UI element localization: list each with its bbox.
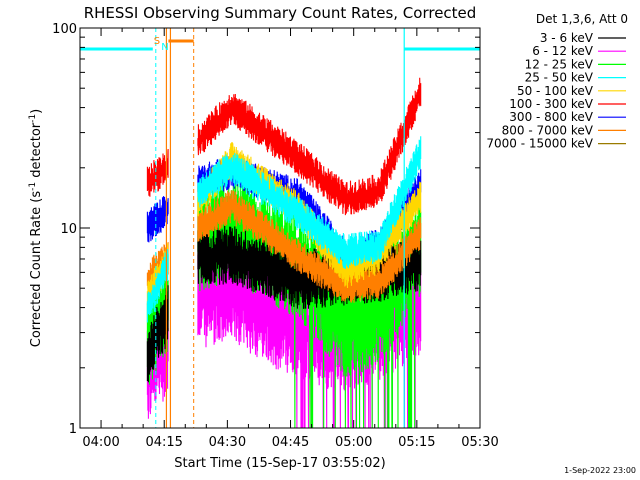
- legend-label-1: 3 - 6 keV: [540, 31, 594, 45]
- plot-area: SN: [80, 28, 481, 429]
- x-tick-label-3: 04:30: [209, 435, 246, 450]
- legend-label-6: 100 - 300 keV: [509, 97, 593, 111]
- y-axis-label-mid: detector: [29, 122, 44, 182]
- x-tick-label-5: 05:00: [335, 435, 372, 450]
- series-7-trace-1: [146, 196, 169, 243]
- legend-label-7: 300 - 800 keV: [509, 110, 593, 124]
- series-8-trace-2: [197, 190, 422, 303]
- legend-label-8: 800 - 7000 keV: [502, 123, 594, 137]
- y-axis-label-exp1: -1: [28, 182, 38, 191]
- legend-label-3: 12 - 25 keV: [525, 57, 594, 71]
- axes: 04:00 04:15 04:30 04:45 05:00 05:15 05:30 1 10 10…: [52, 22, 499, 450]
- y-axis-label-exp2: -1: [28, 114, 38, 123]
- y-tick-label-3: 100: [52, 22, 77, 37]
- legend-label-4: 25 - 50 keV: [525, 71, 594, 85]
- series-6-trace-2: [197, 77, 422, 216]
- saa-flag-label: S: [154, 36, 160, 47]
- x-tick-label-6: 05:15: [398, 435, 435, 450]
- series-4-trace-1: [146, 249, 169, 323]
- y-tick-label-2: 10: [60, 222, 77, 237]
- footer-date: 1-Sep-2022 23:00: [564, 466, 636, 475]
- legend-title: Det 1,3,6, Att 0: [536, 12, 628, 26]
- y-axis-label-main: Corrected Count Rate (s: [29, 191, 44, 348]
- legend-label-5: 50 - 100 keV: [517, 84, 594, 98]
- legend-label-2: 6 - 12 keV: [532, 44, 594, 58]
- series-1-trace-1: [146, 285, 169, 383]
- series-6-trace-1: [146, 149, 169, 197]
- x-tick-label-1: 04:00: [82, 435, 119, 450]
- night-flag-label: N: [161, 42, 168, 53]
- x-tick-label-7: 05:30: [461, 435, 498, 450]
- x-axis-label: Start Time (15-Sep-17 03:55:02): [174, 456, 385, 471]
- series-4-trace-2: [197, 136, 422, 270]
- svg-text:Corrected Count Rate (s-1 dete: Corrected Count Rate (s-1 detector-1): [28, 109, 44, 347]
- y-axis-label: Corrected Count Rate (s-1 detector-1): [28, 109, 44, 347]
- chart-title: RHESSI Observing Summary Count Rates, Co…: [84, 4, 477, 22]
- y-axis-label-end: ): [29, 109, 44, 114]
- y-tick-label-1: 1: [69, 422, 77, 437]
- x-tick-label-4: 04:45: [272, 435, 309, 450]
- legend-label-9: 7000 - 15000 keV: [486, 137, 593, 151]
- x-tick-label-2: 04:15: [145, 435, 182, 450]
